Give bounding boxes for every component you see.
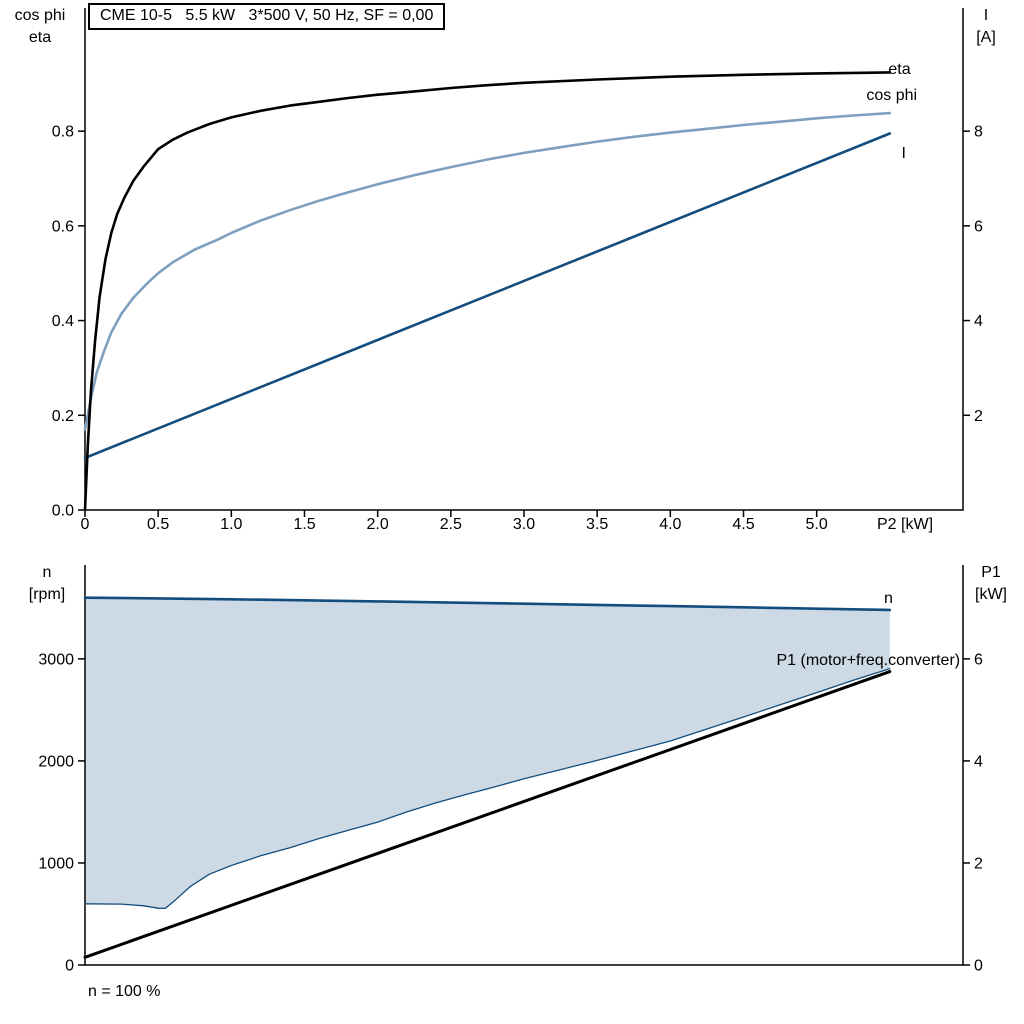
- cos-phi-curve: [83, 111, 892, 431]
- left-axis-tick-label: 0.0: [52, 503, 74, 520]
- left-axis-tick-label: 1000: [38, 855, 74, 872]
- x-axis-unit-label: P2 [kW]: [877, 516, 933, 533]
- left-axis-title: eta: [29, 29, 51, 46]
- speed-curve-label: n: [884, 590, 893, 607]
- right-axis-title: P1: [981, 564, 1001, 581]
- current-curve-label: I: [902, 145, 906, 162]
- right-axis-title: [A]: [976, 29, 996, 46]
- left-axis-tick-label: 0.4: [52, 313, 74, 330]
- x-axis-tick-label: 2.5: [440, 516, 462, 533]
- left-axis-tick-label: 0.2: [52, 408, 74, 425]
- x-axis-tick-label: 0.5: [147, 516, 169, 533]
- x-axis-tick-label: 1.0: [220, 516, 242, 533]
- left-axis-tick-label: 0: [65, 958, 74, 975]
- right-axis-title: I: [984, 7, 988, 24]
- left-axis-tick-label: 3000: [38, 651, 74, 668]
- current-curve: [83, 132, 892, 460]
- right-axis-tick-label: 4: [974, 753, 983, 770]
- x-axis-tick-label: 4.0: [659, 516, 681, 533]
- cos-phi-curve-label: cos phi: [866, 87, 917, 104]
- chart-title-box: CME 10-5 5.5 kW 3*500 V, 50 Hz, SF = 0,0…: [88, 3, 446, 30]
- left-axis-tick-label: 0.8: [52, 124, 74, 141]
- x-axis-tick-label: 2.0: [367, 516, 389, 533]
- right-axis-tick-label: 6: [974, 651, 983, 668]
- x-axis-tick-label: 5.0: [806, 516, 828, 533]
- right-axis-tick-label: 0: [974, 958, 983, 975]
- right-axis-title: [kW]: [975, 586, 1007, 603]
- eta-curve-label: eta: [888, 61, 910, 78]
- speed-range-band: [85, 597, 890, 909]
- x-axis-tick-label: 0: [81, 516, 90, 533]
- right-axis-tick-label: 4: [974, 313, 983, 330]
- x-axis-tick-label: 3.5: [586, 516, 608, 533]
- right-axis-tick-label: 6: [974, 218, 983, 235]
- right-axis-tick-label: 2: [974, 408, 983, 425]
- right-axis-tick-label: 2: [974, 855, 983, 872]
- speed-curve: [83, 596, 892, 612]
- left-axis-title: [rpm]: [29, 586, 65, 603]
- speed-min-curve: [84, 667, 891, 909]
- left-axis-tick-label: 2000: [38, 753, 74, 770]
- speed-footnote: n = 100 %: [88, 983, 161, 1000]
- left-axis-title: n: [43, 564, 52, 581]
- p1-curve: [83, 670, 892, 959]
- x-axis-tick-label: 4.5: [732, 516, 754, 533]
- right-axis-tick-label: 8: [974, 124, 983, 141]
- x-axis-tick-label: 1.5: [293, 516, 315, 533]
- x-axis-tick-label: 3.0: [513, 516, 535, 533]
- axes-frame: [84, 565, 964, 966]
- left-axis-tick-label: 0.6: [52, 218, 74, 235]
- eta-curve: [83, 71, 892, 512]
- left-axis-title: cos phi: [15, 7, 66, 24]
- p1-curve-label: P1 (motor+freq.converter): [776, 652, 960, 669]
